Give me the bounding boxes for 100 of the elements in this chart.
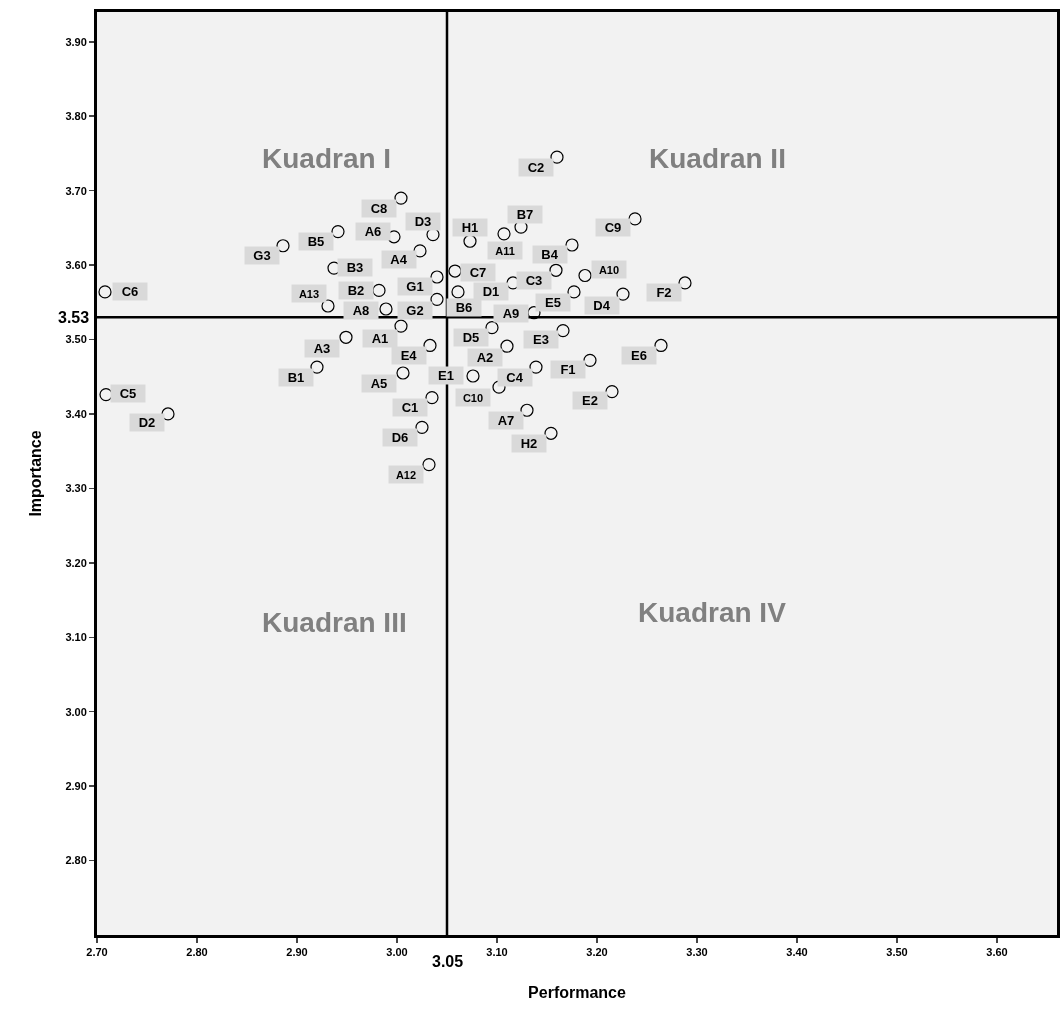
annotation: D2 (138, 415, 156, 430)
annotation: B4 (541, 247, 559, 262)
annotation: A2 (476, 350, 494, 365)
point (565, 238, 579, 252)
point (448, 264, 462, 278)
annotation: G1 (406, 279, 424, 294)
point (628, 212, 642, 226)
annotation: H2 (520, 436, 538, 451)
annotation: Kuadran IV (638, 597, 787, 628)
point (379, 302, 393, 316)
annotation: A7 (497, 413, 515, 428)
point (500, 339, 514, 353)
x-axis-title: Performance (528, 983, 627, 1001)
annotation: C6 (121, 284, 139, 299)
point (497, 227, 511, 241)
annotation: C10 (462, 391, 484, 404)
point (605, 385, 619, 399)
point (98, 285, 112, 299)
annotation: B3 (346, 260, 364, 275)
x-tick-label: 3.30 (686, 946, 708, 959)
annotation: Kuadran I (262, 143, 392, 174)
annotation: D3 (414, 214, 432, 229)
point (544, 426, 558, 440)
point (654, 338, 668, 353)
point (331, 224, 345, 239)
point (423, 338, 437, 353)
annotation: C3 (525, 273, 543, 288)
annotation: B5 (307, 234, 325, 249)
point (276, 239, 290, 253)
annotation: C8 (370, 201, 388, 216)
point (422, 457, 436, 472)
annotation: B7 (516, 207, 534, 222)
annotation: G2 (406, 303, 424, 318)
point (678, 276, 692, 290)
annotation: D5 (462, 330, 480, 345)
annotation: H1 (461, 220, 479, 235)
point (466, 369, 480, 383)
annotation: B2 (347, 283, 365, 298)
annotation: C2 (527, 160, 545, 175)
annotation: A10 (598, 263, 620, 276)
annotation: D4 (593, 298, 611, 313)
point (310, 360, 324, 374)
annotation: C7 (469, 265, 487, 280)
point (394, 319, 408, 333)
point (425, 390, 439, 405)
annotation: D1 (482, 284, 500, 299)
point (339, 330, 353, 344)
y-tick-label: 3.20 (65, 556, 87, 569)
y-tick-label: 3.60 (65, 258, 87, 271)
point (413, 244, 427, 258)
x-tick-label: 3.10 (486, 946, 508, 959)
x-tick-label: 3.50 (886, 946, 908, 959)
y-tick-label: 3.90 (65, 35, 87, 48)
y-tick-label: 3.40 (65, 407, 87, 420)
annotation: C5 (119, 386, 137, 401)
point (430, 270, 444, 284)
point (321, 299, 335, 313)
annotation: C1 (401, 400, 419, 415)
annotation: A1 (371, 331, 389, 346)
annotation: A5 (370, 376, 388, 391)
annotation: A9 (502, 306, 520, 321)
annotation: F2 (656, 285, 672, 300)
point (550, 150, 564, 164)
point (567, 285, 581, 299)
point (549, 263, 563, 277)
point (520, 403, 534, 417)
x-tick-label: 3.20 (586, 946, 608, 959)
y-tick-label: 2.90 (65, 779, 87, 792)
x-tick-label: 2.90 (286, 946, 308, 959)
annotation: E1 (438, 368, 454, 383)
annotation: Kuadran III (262, 607, 407, 638)
annotation: E3 (533, 332, 549, 347)
annotation: A8 (352, 303, 370, 318)
annotation: A4 (390, 252, 408, 267)
x-tick-label: 3.60 (986, 946, 1008, 959)
point (394, 191, 408, 205)
annotation: A12 (395, 468, 417, 481)
x-tick-label: 2.80 (186, 946, 208, 959)
point (616, 287, 630, 301)
point (556, 323, 570, 338)
y-axis-title: Importance (27, 430, 45, 517)
x-tick-label: 3.00 (386, 946, 408, 959)
annotation: F1 (560, 362, 576, 377)
point (451, 285, 465, 299)
annotation: A13 (298, 287, 320, 300)
annotation: E6 (631, 348, 647, 363)
point (529, 360, 543, 374)
annotation: E2 (582, 393, 598, 408)
x-tick-label: 3.40 (786, 946, 808, 959)
annotation: C4 (506, 370, 524, 385)
annotation: A3 (313, 341, 331, 356)
point (161, 407, 175, 421)
point (485, 321, 499, 335)
y-tick-label: 2.80 (65, 854, 87, 867)
x-tick-label: 2.70 (86, 946, 108, 959)
annotation: E5 (545, 295, 561, 310)
point (430, 292, 444, 306)
ref-line-label: 3.53 (58, 309, 90, 326)
annotation: B1 (287, 370, 305, 385)
annotation: G3 (253, 248, 271, 263)
